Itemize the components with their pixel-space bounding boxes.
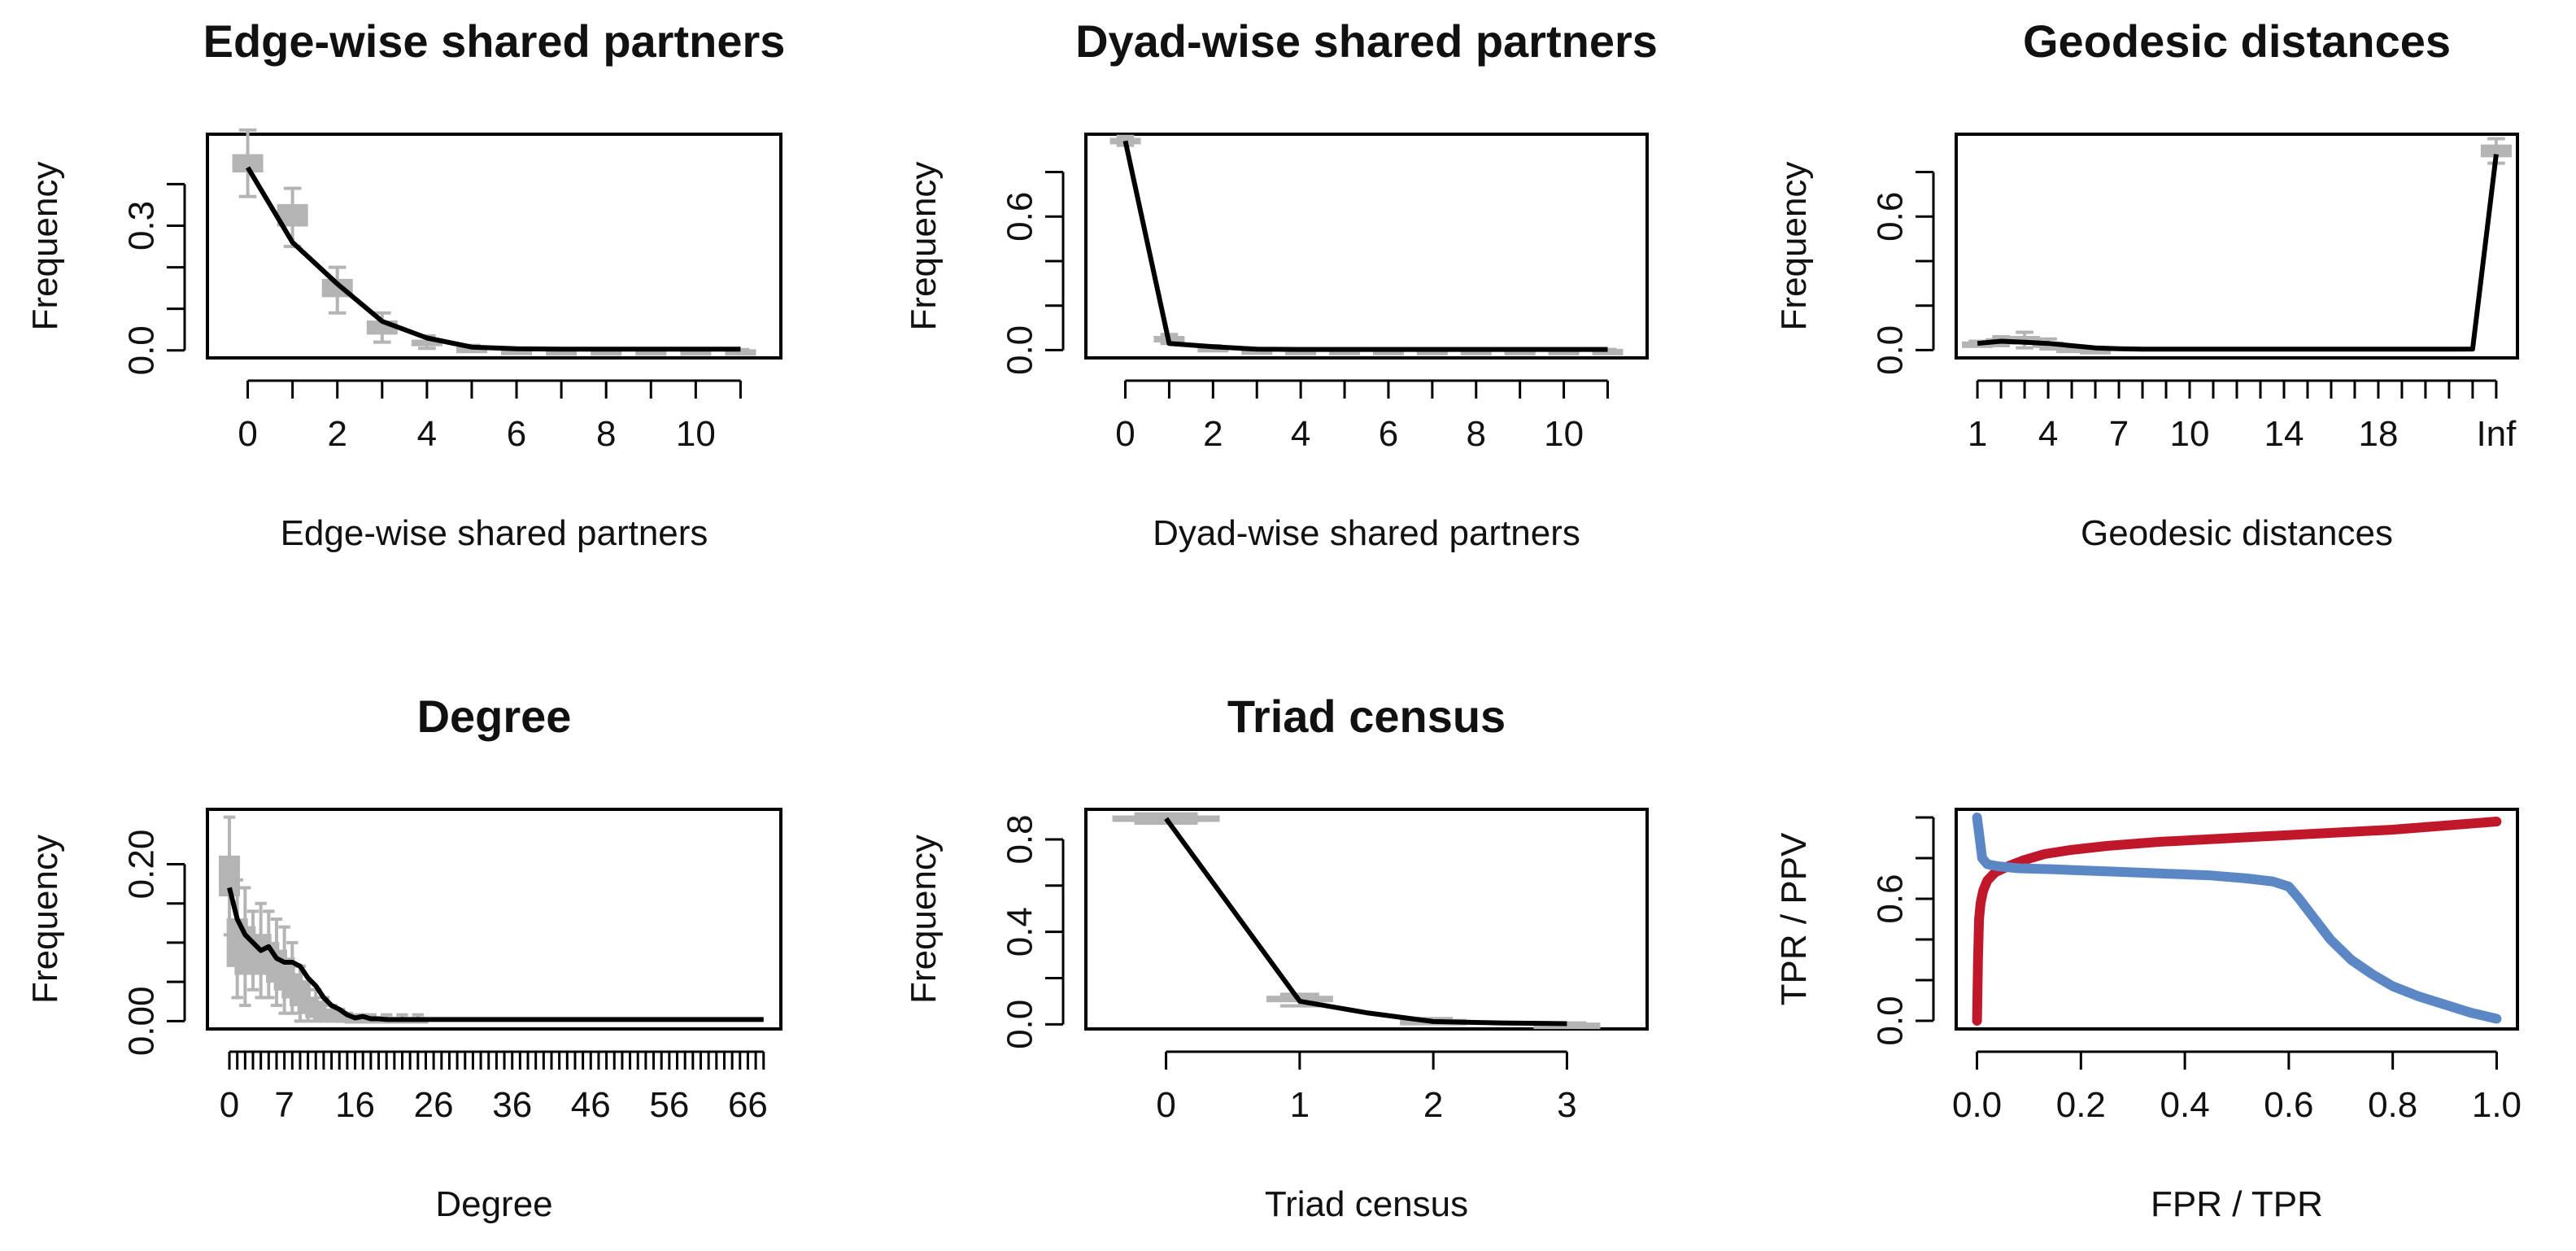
y-tick-label: 0.0 [1000,325,1040,375]
x-tick-label: 66 [728,1085,768,1125]
y-tick-label: 0.0 [1871,325,1911,375]
chart-title: Triad census [1227,691,1506,742]
chart-panel-4: Degree Degree Frequency 0.00 0.20 0 7 16 26 36 46 5… [25,691,782,1224]
x-tick-label: 4 [1291,414,1310,454]
y-tick-label: 0.20 [122,830,162,900]
x-tick-label: 0.6 [2264,1085,2313,1125]
observed-line [246,166,741,352]
chart-title: Degree [417,691,572,742]
x-tick-label: 8 [596,414,616,454]
x-tick-label: 3 [1557,1085,1576,1125]
x-axis-label: Dyad-wise shared partners [1153,513,1580,553]
x-axis-label: FPR / TPR [2151,1184,2323,1224]
y-tick-label: 0.0 [122,325,162,375]
chart-panel-3: Geodesic distances Geodesic distances Freq… [1774,15,2519,553]
x-tick-label: 0 [1156,1085,1175,1125]
x-tick-label: 2 [1203,414,1223,454]
chart-panel-1: Edge-wise shared partners Edge-wise share… [25,15,785,553]
sim-box [725,349,756,356]
x-axis-label: Geodesic distances [2081,513,2393,553]
y-tick-label: 0.6 [1871,874,1911,923]
x-tick-label: 1 [1290,1085,1310,1125]
observed-line [1977,154,2499,352]
x-axis-label: Triad census [1265,1184,1468,1224]
x-tick-label: 2 [1423,1085,1443,1125]
observed-line [1122,140,1608,352]
x-axis-label: Edge-wise shared partners [281,513,708,553]
x-tick-label: 10 [1544,414,1584,454]
chart-panel-6: FPR / TPR TPR / PPV 0.0 0.6 0.0 0.2 0.4 0.6 0.8 1… [1774,808,2522,1224]
y-tick-label: 0.0 [1871,996,1911,1045]
x-tick-label: 8 [1467,414,1486,454]
plot-frame [1084,133,1649,360]
x-tick-label: 6 [507,414,526,454]
x-tick-label: 14 [2264,414,2304,454]
x-axis-label: Degree [435,1184,552,1224]
observed-line [227,887,764,1022]
x-tick-label: 0.2 [2056,1085,2106,1125]
y-tick-label: 0.00 [122,987,162,1057]
x-tick-label: Inf [2476,414,2517,454]
y-tick-label: 0.3 [122,201,162,251]
x-tick-label: 0 [238,414,257,454]
chart-title: Edge-wise shared partners [203,15,786,67]
x-tick-label: 1.0 [2472,1085,2522,1125]
sim-box [1533,1022,1601,1030]
y-axis-label: TPR / PPV [1774,832,1814,1005]
chart-panel-5: Triad census Triad census Frequency 0.0 0.4 0… [904,691,1649,1224]
plot-frame [206,133,782,360]
x-tick-label: 46 [571,1085,611,1125]
y-axis-label: Frequency [904,835,944,1004]
x-tick-label: 10 [676,414,716,454]
x-tick-label: 7 [274,1085,294,1125]
x-tick-label: 26 [414,1085,454,1125]
x-tick-label: 0.4 [2160,1085,2210,1125]
x-tick-label: 16 [335,1085,375,1125]
x-tick-label: 0.0 [1952,1085,2002,1125]
chart-title: Geodesic distances [2023,15,2451,67]
x-tick-label: 4 [2038,414,2058,454]
y-axis-label: Frequency [25,162,65,331]
x-tick-label: 0 [220,1085,239,1125]
x-tick-label: 56 [649,1085,689,1125]
x-tick-label: 2 [327,414,347,454]
plot-frame [206,808,782,1031]
y-tick-label: 0.4 [1000,907,1040,957]
plot-frame [1084,808,1649,1031]
observed-line [1164,817,1567,1027]
x-tick-label: 18 [2358,414,2398,454]
x-tick-label: 0.8 [2368,1085,2417,1125]
x-tick-label: 6 [1379,414,1398,454]
x-tick-label: 0 [1115,414,1135,454]
roc-curve-line [1972,817,2502,1026]
y-tick-label: 0.6 [1000,192,1040,242]
x-tick-label: 4 [417,414,437,454]
plot-frame [1955,133,2519,360]
y-tick-label: 0.8 [1000,814,1040,864]
x-tick-label: 1 [1968,414,1987,454]
y-axis-label: Frequency [1774,162,1814,331]
y-axis-label: Frequency [904,162,944,331]
chart-title: Dyad-wise shared partners [1075,15,1658,67]
pr-curve-line [1972,813,2502,1024]
x-tick-label: 10 [2170,414,2210,454]
chart-panel-2: Dyad-wise shared partners Dyad-wise share… [904,15,1658,553]
y-tick-label: 0.0 [1000,1000,1040,1049]
x-tick-label: 36 [492,1085,532,1125]
y-axis-label: Frequency [25,835,65,1004]
plot-frame [1955,808,2519,1031]
y-tick-label: 0.6 [1871,192,1911,242]
x-tick-label: 7 [2109,414,2129,454]
